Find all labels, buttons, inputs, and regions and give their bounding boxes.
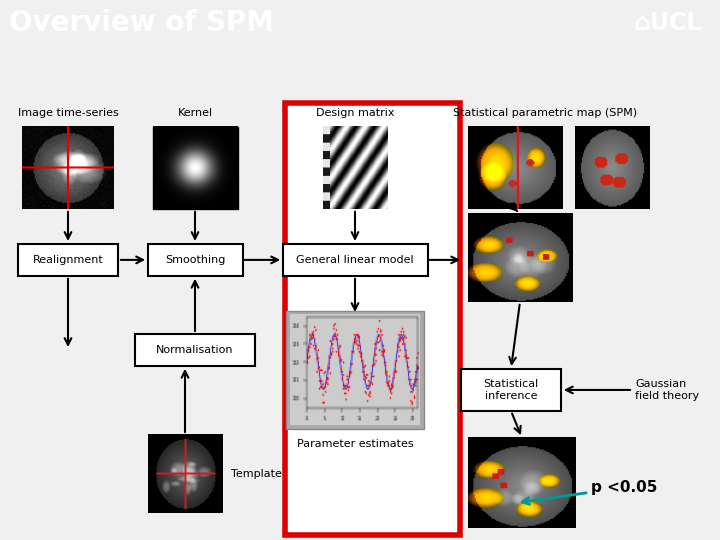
Text: Image time-series: Image time-series: [17, 108, 118, 118]
Text: Realignment: Realignment: [32, 255, 104, 265]
Bar: [286, 311, 424, 429]
Text: Parameter estimates: Parameter estimates: [297, 439, 413, 449]
Bar: [148, 244, 243, 276]
Text: Statistical parametric map (SPM): Statistical parametric map (SPM): [453, 108, 637, 118]
Bar: [153, 127, 238, 209]
Bar: [18, 244, 118, 276]
Text: Gaussian
field theory: Gaussian field theory: [635, 379, 699, 401]
Text: ⌂UCL: ⌂UCL: [634, 11, 702, 35]
Text: Template: Template: [231, 469, 282, 479]
Text: Kernel: Kernel: [177, 108, 212, 118]
Text: Smoothing: Smoothing: [165, 255, 225, 265]
Bar: [282, 244, 428, 276]
Text: Overview of SPM: Overview of SPM: [9, 9, 274, 37]
Text: General linear model: General linear model: [296, 255, 414, 265]
Text: Normalisation: Normalisation: [156, 345, 234, 355]
Text: p <0.05: p <0.05: [591, 480, 657, 495]
Text: Design matrix: Design matrix: [316, 108, 395, 118]
Text: Statistical
inference: Statistical inference: [483, 379, 539, 401]
Bar: [135, 334, 255, 366]
Bar: [461, 369, 561, 411]
Bar: [285, 103, 460, 535]
